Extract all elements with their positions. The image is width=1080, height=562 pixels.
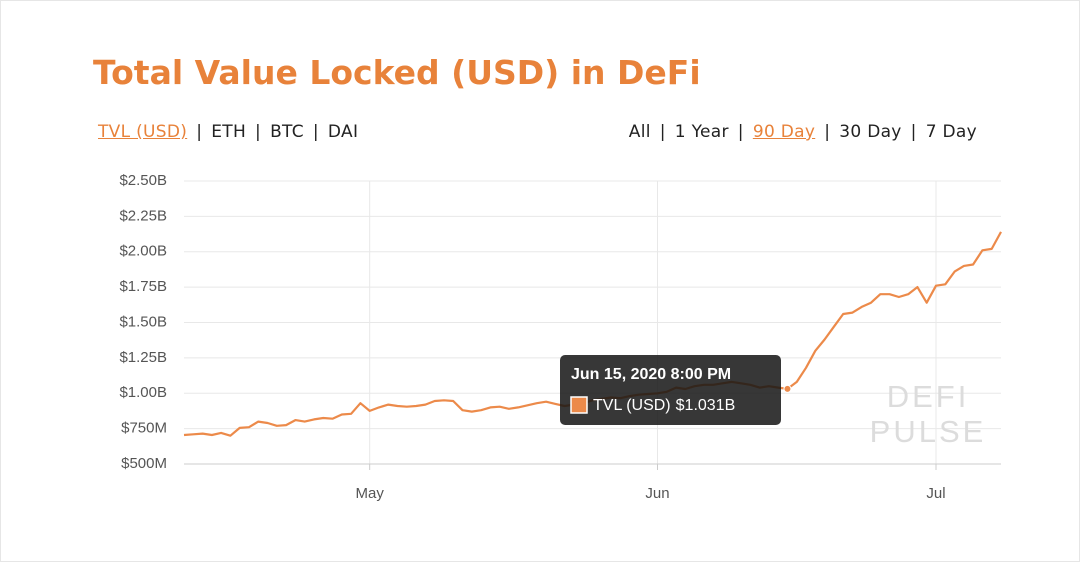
tooltip-box — [560, 355, 781, 425]
menu-option[interactable]: ETH — [211, 122, 247, 142]
y-tick-label: $2.00B — [119, 243, 167, 260]
currency-menu: TVL (USD) | ETH | BTC | DAI — [98, 122, 358, 142]
tooltip-value: $1.031B — [676, 397, 736, 414]
y-tick-label: $1.75B — [119, 278, 167, 295]
menu-separator: | — [196, 122, 203, 142]
y-tick-label: $500M — [121, 455, 167, 472]
menu-option[interactable]: All — [628, 122, 651, 142]
tooltip: Jun 15, 2020 8:00 PM TVL (USD) $1.031B — [560, 355, 781, 425]
menu-separator: | — [312, 122, 319, 142]
y-tick-label: $2.25B — [119, 207, 167, 224]
x-tick-label: May — [356, 485, 385, 502]
tooltip-swatch — [570, 396, 588, 414]
menu-option[interactable]: DAI — [327, 122, 359, 142]
menu-separator: | — [255, 122, 262, 142]
menu-option[interactable]: 90 Day — [752, 122, 816, 142]
menu-option[interactable]: 7 Day — [925, 122, 977, 142]
watermark: DEFI — [887, 379, 970, 414]
tooltip-text: TVL (USD) $1.031B — [593, 397, 735, 414]
y-tick-label: $750M — [121, 420, 167, 437]
tooltip-series: TVL (USD) — [593, 397, 671, 414]
y-tick-label: $1.50B — [119, 313, 167, 330]
menu-option[interactable]: BTC — [270, 122, 304, 142]
menu-separator: | — [910, 122, 917, 142]
chart-title: Total Value Locked (USD) in DeFi — [93, 53, 701, 92]
menu-option[interactable]: TVL (USD) — [98, 122, 188, 142]
menu-option[interactable]: 30 Day — [839, 122, 902, 142]
menu-option[interactable]: 1 Year — [674, 122, 729, 142]
tooltip-point — [783, 384, 792, 393]
watermark: PULSE — [870, 414, 987, 449]
y-tick-label: $1.00B — [119, 384, 167, 401]
x-tick-label: Jun — [645, 485, 669, 502]
menu-separator: | — [659, 122, 666, 142]
range-menu: All | 1 Year | 90 Day | 30 Day | 7 Day — [629, 122, 977, 142]
y-tick-label: $1.25B — [119, 349, 167, 366]
menu-separator: | — [824, 122, 831, 142]
x-tick-label: Jul — [926, 485, 945, 502]
y-tick-label: $2.50B — [119, 172, 167, 189]
menu-separator: | — [737, 122, 744, 142]
tooltip-title: Jun 15, 2020 8:00 PM — [571, 366, 731, 383]
